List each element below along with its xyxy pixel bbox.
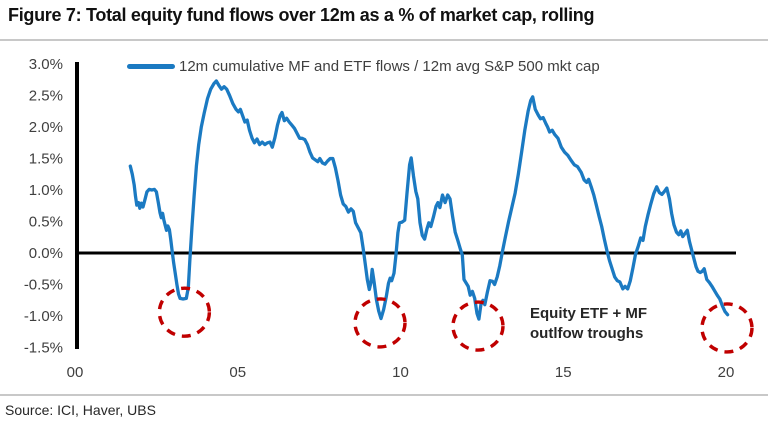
trough-circle	[451, 300, 505, 352]
x-tick-label: 10	[392, 364, 409, 381]
y-tick-label: 0.5%	[29, 214, 63, 231]
y-tick-label: 1.5%	[29, 151, 63, 168]
trough-circle	[157, 286, 212, 338]
y-tick-label: -1.5%	[24, 340, 63, 357]
top-divider	[0, 39, 768, 41]
source-text: Source: ICI, Haver, UBS	[5, 402, 156, 418]
trough-annotation-line2: outlfow troughs	[530, 325, 644, 342]
trough-circle	[700, 302, 754, 354]
chart-legend: 12m cumulative MF and ETF flows / 12m av…	[127, 57, 600, 75]
y-tick-label: -0.5%	[24, 277, 63, 294]
x-tick-label: 05	[229, 364, 246, 381]
x-tick-label: 20	[718, 364, 735, 381]
bottom-divider	[0, 394, 768, 396]
trough-annotation-line1: Equity ETF + MF	[530, 305, 648, 322]
x-tick-label: 15	[555, 364, 572, 381]
figure-title: Figure 7: Total equity fund flows over 1…	[8, 5, 595, 25]
trough-annotation: Equity ETF + MF outlfow troughs	[530, 304, 647, 344]
y-tick-label: 1.0%	[29, 182, 63, 199]
y-tick-label: 2.0%	[29, 119, 63, 136]
y-tick-label: -1.0%	[24, 308, 63, 325]
legend-line-swatch	[127, 63, 175, 69]
y-tick-label: 0.0%	[29, 245, 63, 262]
y-tick-label: 3.0%	[29, 56, 63, 73]
trough-circle	[353, 297, 407, 349]
legend-label: 12m cumulative MF and ETF flows / 12m av…	[179, 57, 600, 75]
data-line	[128, 79, 730, 321]
y-tick-label: 2.5%	[29, 88, 63, 105]
x-tick-label: 00	[67, 364, 84, 381]
